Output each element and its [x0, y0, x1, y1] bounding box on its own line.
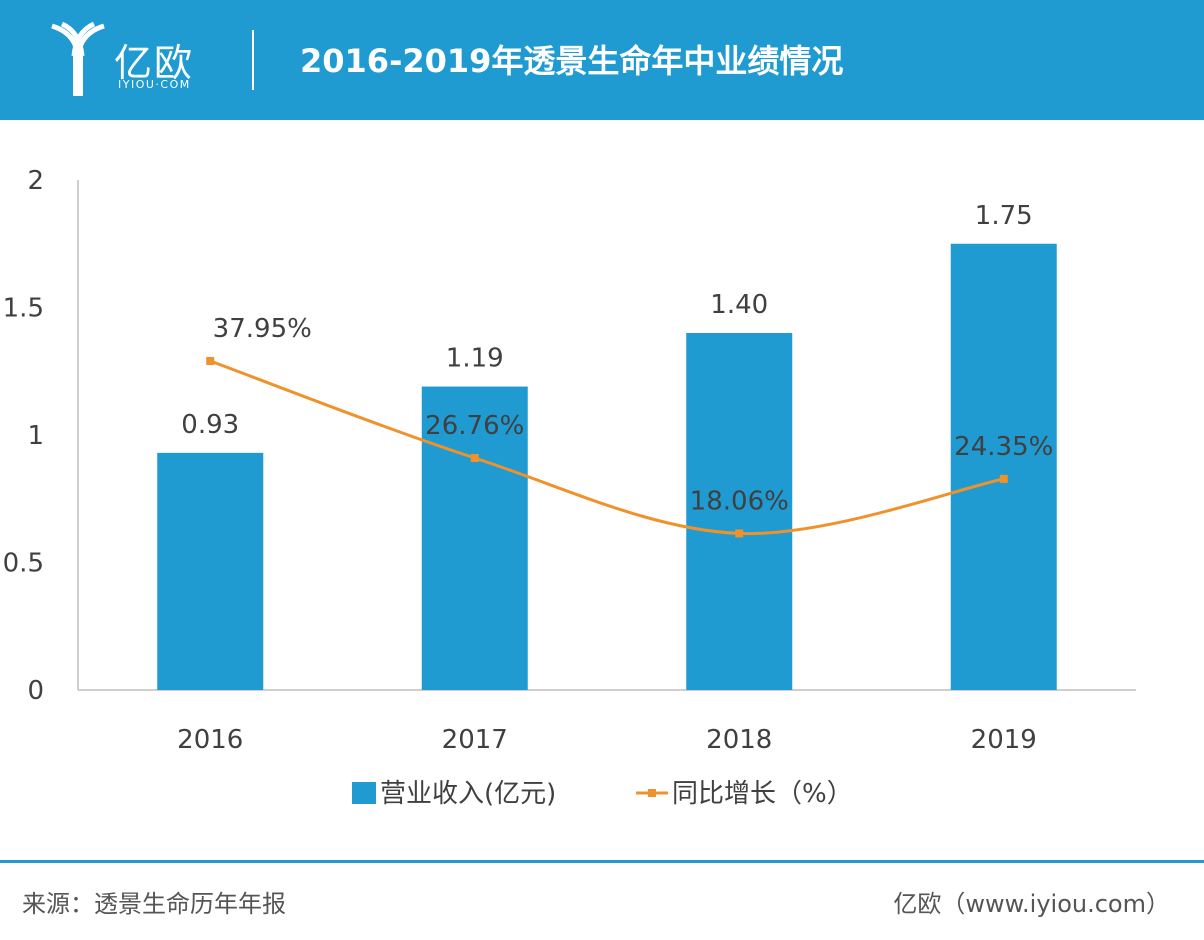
logo-text: 亿欧 [114, 41, 195, 85]
growth-point-2017 [470, 453, 479, 462]
growth-value-label: 37.95% [213, 314, 312, 344]
x-tick-label: 2018 [706, 725, 772, 755]
bar-value-label: 1.40 [710, 290, 768, 320]
growth-point-2019 [999, 474, 1008, 483]
credit-note: 亿欧（www.iyiou.com） [893, 890, 1170, 918]
legend-line-marker [648, 789, 656, 797]
legend-bar-swatch [352, 782, 376, 804]
y-tick-label: 1 [27, 421, 44, 451]
bar-revenue-2018 [686, 333, 793, 690]
legend-line-label: 同比增长（%） [672, 779, 853, 809]
y-tick-label: 1.5 [3, 294, 44, 324]
iyiou-logo: 亿欧 IYIOU·COM [46, 20, 226, 100]
x-tick-label: 2016 [177, 725, 243, 755]
bar-value-label: 0.93 [181, 410, 239, 440]
y-tick-label: 0 [27, 676, 44, 706]
logo-y-icon [51, 21, 105, 96]
revenue-growth-chart: 0 0.5 1 1.5 2 0.93 1.19 1.40 1.75 2016 2017 2018 201… [3, 166, 1136, 809]
y-tick-label: 0.5 [3, 549, 44, 579]
y-tick-label: 2 [27, 166, 44, 196]
page-title: 2016-2019年透景生命年中业绩情况 [300, 42, 844, 80]
legend-bar-label: 营业收入(亿元) [380, 779, 556, 809]
x-tick-label: 2017 [442, 725, 508, 755]
header-banner: 亿欧 IYIOU·COM 2016-2019年透景生命年中业绩情况 [0, 0, 1204, 120]
bar-value-label: 1.75 [975, 201, 1033, 231]
x-tick-label: 2019 [971, 725, 1037, 755]
growth-point-2016 [206, 356, 215, 365]
footer-divider [0, 860, 1204, 863]
source-note: 来源：透景生命历年年报 [22, 890, 286, 918]
bar-revenue-2019 [950, 243, 1057, 690]
bar-revenue-2016 [157, 452, 264, 690]
growth-value-label: 24.35% [954, 432, 1053, 462]
growth-point-2018 [735, 529, 744, 538]
bar-value-label: 1.19 [446, 344, 504, 374]
header-divider [252, 30, 254, 90]
logo-subtext: IYIOU·COM [118, 78, 191, 91]
growth-line [209, 359, 1005, 536]
growth-value-label: 18.06% [690, 486, 789, 516]
growth-value-label: 26.76% [425, 411, 524, 441]
bar-revenue-2017 [421, 386, 528, 690]
